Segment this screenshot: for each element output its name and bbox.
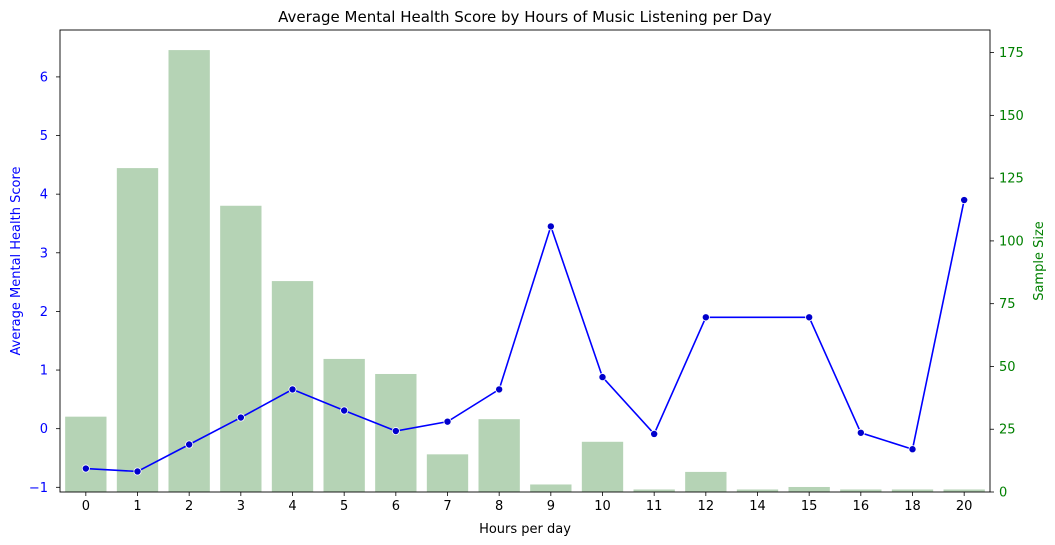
bar-18 (891, 489, 934, 492)
x-tick-label-18: 18 (904, 499, 921, 514)
x-tick-label-3: 3 (237, 499, 245, 514)
line-point-4 (288, 385, 297, 394)
line-point-2 (185, 440, 194, 449)
bar-1 (116, 168, 159, 492)
x-tick-label-6: 6 (392, 499, 400, 514)
y-left-tick-label--1: −1 (29, 481, 48, 496)
bar-9 (530, 484, 572, 492)
y-axis-label-right: Sample Size (1032, 221, 1047, 301)
bar-5 (323, 358, 365, 492)
line-point-12 (701, 313, 710, 322)
bar-series (65, 50, 985, 493)
bar-10 (581, 441, 624, 492)
x-tick-label-20: 20 (956, 499, 973, 514)
line-point-15 (805, 313, 814, 322)
bar-3 (220, 205, 262, 492)
y-left-tick-label-6: 6 (40, 70, 48, 85)
line-point-1 (133, 467, 142, 476)
line-point-11 (650, 429, 659, 438)
y-left-tick-label-4: 4 (40, 188, 48, 203)
y-left-tick-label-1: 1 (40, 364, 48, 379)
x-tick-label-2: 2 (185, 499, 193, 514)
line-series (81, 196, 969, 476)
x-axis-label: Hours per day (479, 522, 571, 537)
y-axis-label-left: Average Mental Health Score (9, 166, 24, 355)
bar-15 (788, 486, 830, 492)
line-point-0 (81, 464, 90, 473)
x-tick-label-12: 12 (698, 499, 715, 514)
line-point-7 (443, 417, 452, 426)
line-point-9 (546, 222, 555, 231)
x-tick-label-15: 15 (801, 499, 818, 514)
y-right-tick-label-0: 0 (999, 486, 1007, 501)
y-left-tick-label-0: 0 (40, 422, 48, 437)
line-point-6 (391, 427, 400, 436)
line-point-18 (908, 445, 917, 454)
line-point-8 (495, 385, 504, 394)
axes: 0 1 2 3 4 5 6 7 8 9 10 11 12 14 15 16 18 20−1012345602550… (29, 29, 1024, 514)
y-left-tick-label-2: 2 (40, 305, 48, 320)
y-left-tick-label-5: 5 (40, 129, 48, 144)
y-right-tick-label-75: 75 (999, 297, 1016, 312)
x-tick-label-1: 1 (133, 499, 141, 514)
x-tick-label-7: 7 (443, 499, 451, 514)
x-tick-label-9: 9 (547, 499, 555, 514)
y-right-tick-label-100: 100 (999, 234, 1024, 249)
x-tick-label-5: 5 (340, 499, 348, 514)
y-right-tick-label-25: 25 (999, 423, 1016, 438)
x-tick-label-0: 0 (82, 499, 90, 514)
line-point-16 (856, 428, 865, 437)
bar-2 (168, 50, 210, 493)
line-series-path (85, 199, 965, 473)
x-tick-label-16: 16 (853, 499, 870, 514)
y-right-tick-label-150: 150 (999, 109, 1024, 124)
bar-8 (478, 419, 520, 492)
line-point-3 (236, 413, 245, 422)
y-right-tick-label-175: 175 (999, 46, 1024, 61)
bar-20 (943, 489, 985, 492)
y-right-tick-label-125: 125 (999, 172, 1024, 187)
bar-12 (685, 471, 727, 492)
chart-title: Average Mental Health Score by Hours of … (278, 8, 772, 26)
bar-14 (736, 489, 779, 492)
line-point-10 (598, 373, 607, 382)
bar-7 (426, 454, 469, 492)
y-left-tick-label-3: 3 (40, 246, 48, 261)
bar-11 (633, 489, 675, 492)
line-point-5 (340, 406, 349, 415)
y-right-tick-label-50: 50 (999, 360, 1016, 375)
x-tick-label-4: 4 (288, 499, 296, 514)
plot-frame (59, 29, 991, 493)
x-tick-label-8: 8 (495, 499, 503, 514)
x-tick-label-14: 14 (749, 499, 766, 514)
x-tick-label-10: 10 (594, 499, 611, 514)
bar-0 (65, 416, 107, 492)
bar-16 (840, 489, 882, 492)
line-point-20 (960, 196, 969, 205)
x-tick-label-11: 11 (646, 499, 663, 514)
